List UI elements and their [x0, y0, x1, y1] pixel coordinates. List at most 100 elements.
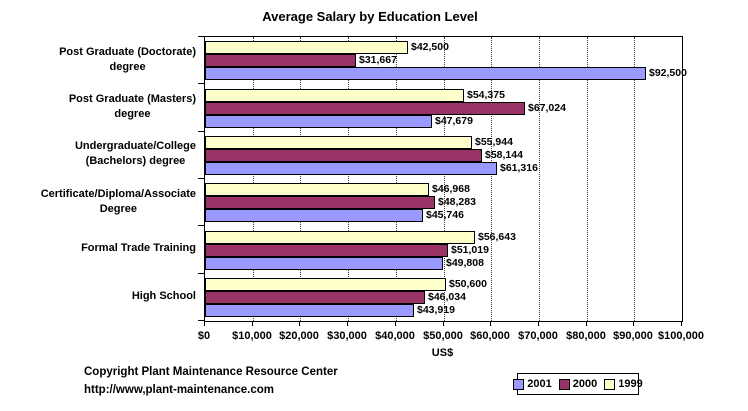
- value-label: $45,746: [426, 209, 464, 221]
- bar-1999-category-1: [205, 89, 464, 102]
- value-label: $42,500: [411, 41, 449, 53]
- legend-swatch-1999: [604, 378, 616, 390]
- gridline: [395, 37, 397, 321]
- x-axis-tick: [299, 321, 300, 326]
- gridline: [300, 37, 302, 321]
- value-label: $58,144: [485, 149, 523, 161]
- legend-swatch-2001: [513, 378, 525, 390]
- x-axis-title: US$: [431, 347, 454, 359]
- y-axis-tick: [198, 225, 204, 226]
- category-label: High School: [131, 289, 196, 302]
- bar-2000-category-4: [205, 244, 448, 257]
- value-label: $92,500: [649, 67, 687, 79]
- bar-2001-category-0: [205, 67, 646, 80]
- copyright-line-1: Copyright Plant Maintenance Resource Cen…: [84, 366, 338, 378]
- category-label: Post Graduate (Masters) degree: [68, 92, 196, 120]
- x-axis-tick: [204, 321, 205, 326]
- bar-2001-category-4: [205, 257, 443, 270]
- plot-area: $42,500 $31,667 $92,500 $54,375 $67,024 $47,6…: [204, 36, 687, 322]
- x-axis-tick-label: $50,000: [423, 330, 463, 342]
- value-label: $50,600: [449, 278, 487, 290]
- x-axis-tick: [443, 321, 444, 326]
- legend-item-2001: 2001: [513, 378, 552, 390]
- y-axis-tick: [198, 273, 204, 274]
- legend-swatch-2000: [558, 378, 570, 390]
- category-row: Post Graduate (Masters) degree: [0, 83, 196, 130]
- value-label: $55,944: [475, 136, 513, 148]
- value-label: $54,375: [467, 89, 505, 101]
- gridline: [491, 37, 493, 321]
- value-label: $31,667: [359, 54, 397, 66]
- bar-2000-category-2: [205, 149, 482, 162]
- x-axis-tick-label: $20,000: [279, 330, 319, 342]
- y-axis-tick: [198, 178, 204, 179]
- x-axis-tick-label: $30,000: [327, 330, 367, 342]
- x-axis-tick-label: $60,000: [470, 330, 510, 342]
- y-axis-tick: [198, 131, 204, 132]
- gridline: [348, 37, 350, 321]
- value-label: $47,679: [435, 115, 473, 127]
- y-axis-tick: [198, 320, 204, 321]
- category-row: Undergraduate/College (Bachelors) degree: [0, 131, 196, 178]
- value-label: $46,968: [432, 183, 470, 195]
- x-axis-tick: [490, 321, 491, 326]
- x-axis-tick: [395, 321, 396, 326]
- x-axis-tick-label: $90,000: [613, 330, 653, 342]
- category-label: Formal Trade Training: [81, 242, 196, 255]
- bar-2001-category-5: [205, 304, 414, 317]
- bar-1999-category-4: [205, 231, 475, 244]
- bar-2001-category-1: [205, 115, 432, 128]
- legend-label: 2001: [527, 378, 552, 390]
- x-axis-tick-label: $100,000: [658, 330, 704, 342]
- x-axis-tick-label: $0: [197, 330, 211, 342]
- value-label: $49,808: [446, 257, 484, 269]
- bar-2001-category-2: [205, 162, 497, 175]
- value-label: $46,034: [428, 291, 466, 303]
- bar-2000-category-5: [205, 291, 425, 304]
- value-label: $51,019: [451, 244, 489, 256]
- gridline: [443, 37, 445, 321]
- x-axis-tick: [347, 321, 348, 326]
- x-axis-tick: [633, 321, 634, 326]
- x-axis-tick-label: $10,000: [232, 330, 272, 342]
- x-axis-tick: [538, 321, 539, 326]
- legend-label: 2000: [572, 378, 598, 390]
- value-label: $56,643: [478, 231, 516, 243]
- value-label: $43,919: [417, 304, 455, 316]
- chart-title: Average Salary by Education Level: [262, 9, 478, 24]
- x-axis-tick-label: $40,000: [375, 330, 415, 342]
- category-row: High School: [0, 273, 196, 320]
- value-label: $67,024: [528, 102, 566, 114]
- value-label: $48,283: [438, 196, 476, 208]
- category-row: Formal Trade Training: [0, 225, 196, 272]
- bar-1999-category-2: [205, 136, 472, 149]
- gridline: [586, 37, 588, 321]
- bar-1999-category-0: [205, 41, 408, 54]
- y-axis-tick: [198, 83, 204, 84]
- x-axis-tick: [586, 321, 587, 326]
- legend: 2001 2000 1999: [513, 373, 643, 395]
- copyright: Copyright Plant Maintenance Resource Cen…: [84, 363, 338, 399]
- x-axis-tick: [681, 321, 682, 326]
- gridline: [538, 37, 540, 321]
- legend-label: 1999: [618, 378, 643, 390]
- gridline: [252, 37, 254, 321]
- category-label: Post Graduate (Doctorate) degree: [59, 45, 196, 73]
- legend-item-2000: 2000: [558, 378, 598, 390]
- category-row: Post Graduate (Doctorate) degree: [0, 36, 196, 83]
- value-label: $61,316: [500, 162, 538, 174]
- bar-1999-category-5: [205, 278, 446, 291]
- category-label: Undergraduate/College (Bachelors) degree: [74, 140, 196, 168]
- y-axis-tick: [198, 36, 204, 37]
- category-axis: Post Graduate (Doctorate) degree Post Grad…: [0, 36, 196, 320]
- bar-2001-category-3: [205, 209, 423, 222]
- category-row: Certificate/Diploma/Associate Degree: [0, 178, 196, 225]
- bar-2000-category-3: [205, 196, 435, 209]
- bar-1999-category-3: [205, 183, 429, 196]
- copyright-line-2: http://www,plant-maintenance.com: [84, 384, 274, 396]
- bar-2000-category-1: [205, 102, 525, 115]
- bar-2000-category-0: [205, 54, 356, 67]
- legend-item-1999: 1999: [604, 378, 643, 390]
- x-axis-tick: [252, 321, 253, 326]
